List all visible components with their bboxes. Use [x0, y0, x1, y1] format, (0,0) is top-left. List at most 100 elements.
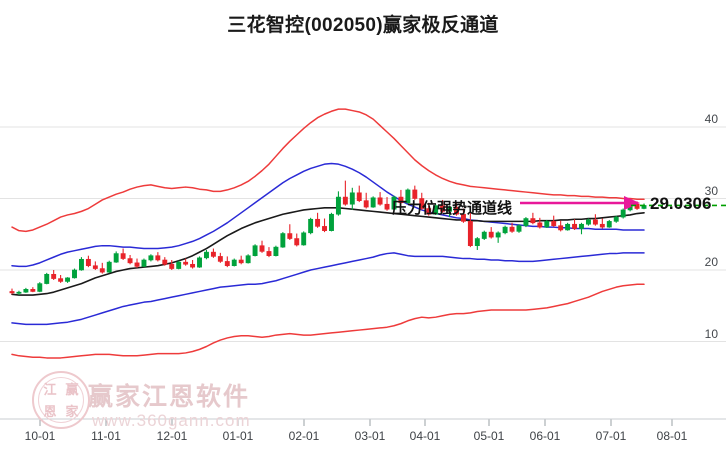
candle-body — [322, 226, 327, 231]
candle-body — [79, 258, 84, 271]
x-axis-tick-05-01: 05-01 — [473, 429, 505, 443]
candle-body — [30, 289, 36, 292]
candle-body — [572, 223, 578, 229]
band-line-4 — [11, 283, 645, 359]
candle-body — [391, 196, 397, 210]
candle-body — [190, 263, 196, 268]
candle-body — [169, 263, 175, 269]
candle-body — [85, 258, 91, 267]
band-line-1 — [11, 162, 645, 268]
candle-body — [183, 261, 189, 265]
x-axis-tick-04-01: 04-01 — [409, 429, 441, 443]
gridlines — [0, 126, 726, 342]
y-axis-tick-40: 40 — [704, 112, 718, 126]
last-price-label: 29.0306 — [650, 194, 712, 213]
y-axis-tick-20: 20 — [704, 255, 718, 269]
candle-body — [488, 231, 494, 238]
candle-body — [308, 218, 314, 234]
x-axis-tick-08-01: 08-01 — [656, 429, 688, 443]
band-line-3 — [11, 252, 645, 326]
x-axis-tick-10-01: 10-01 — [24, 429, 56, 443]
candle-body — [16, 291, 22, 294]
candle-body — [384, 203, 390, 210]
candle-body — [516, 225, 522, 232]
candle-body — [335, 196, 341, 215]
x-axis-tick-01-01: 01-01 — [222, 429, 254, 443]
x-axis-tick-06-01: 06-01 — [529, 429, 561, 443]
x-axis-tick-12-01: 12-01 — [156, 429, 188, 443]
resistance-channel-annotation: 压力位强势通道线 — [392, 200, 513, 217]
candle-body — [585, 219, 591, 225]
band-line-2 — [11, 207, 645, 296]
candlestick-series — [9, 180, 647, 296]
candle-body — [454, 206, 459, 215]
candle-body — [44, 273, 50, 284]
candle-body — [356, 192, 362, 201]
candle-body — [544, 221, 550, 228]
annotation-arrow-head — [624, 196, 640, 210]
candle-body — [162, 259, 168, 265]
candle-body — [92, 265, 98, 269]
candle-body — [23, 289, 29, 293]
candle-body — [72, 269, 77, 279]
candle-body — [579, 223, 584, 229]
y-axis-tick-30: 30 — [704, 183, 718, 198]
candle-body — [606, 221, 612, 228]
candle-body — [412, 189, 418, 199]
candle-body — [134, 262, 140, 267]
candle-body — [252, 245, 258, 257]
candle-body — [509, 226, 515, 232]
candle-body — [613, 216, 619, 222]
candle-body — [398, 196, 404, 204]
candle-body — [523, 218, 529, 226]
candle-body — [273, 246, 279, 256]
candle-body — [467, 221, 473, 246]
annotation-overlay — [520, 196, 726, 210]
x-axis-tick-03-01: 03-01 — [354, 429, 386, 443]
candle-body — [245, 255, 251, 264]
candle-body — [447, 206, 453, 212]
candle-body — [349, 192, 355, 205]
candle-body — [433, 205, 439, 215]
candle-body — [301, 232, 307, 246]
candle-body — [120, 253, 126, 259]
candle-body — [419, 198, 425, 209]
candle-body — [204, 251, 209, 259]
candle-body — [342, 196, 348, 205]
band-line-0 — [11, 108, 645, 233]
candle-body — [113, 253, 119, 263]
candle-body — [37, 283, 43, 292]
x-axis-tick-02-01: 02-01 — [288, 429, 320, 443]
candle-body — [440, 205, 446, 212]
candle-body — [363, 200, 369, 208]
candle-body — [294, 238, 300, 246]
candle-body — [148, 255, 154, 261]
candle-body — [99, 268, 105, 273]
candle-body — [481, 231, 487, 239]
candle-body — [155, 255, 161, 261]
candle-body — [197, 257, 202, 268]
candle-body — [315, 218, 321, 227]
candle-body — [259, 245, 265, 252]
candle-body — [217, 256, 223, 262]
candle-body — [426, 208, 432, 215]
candle-body — [210, 251, 216, 257]
candle-body — [460, 213, 466, 222]
candle-body — [558, 225, 564, 231]
candle-body — [287, 233, 293, 239]
candle-body — [280, 233, 286, 248]
candle-body — [537, 222, 543, 228]
y-axis-tick-10: 10 — [704, 326, 718, 341]
channel-bands — [11, 108, 645, 359]
candle-body — [231, 259, 237, 267]
candle-body — [502, 226, 508, 234]
candle-body — [9, 291, 15, 294]
candle-body — [58, 278, 64, 282]
candle-body — [377, 197, 383, 205]
candle-body — [405, 189, 411, 204]
candle-body — [592, 219, 598, 225]
candle-body — [266, 251, 272, 257]
candle-body — [599, 223, 605, 228]
candle-body — [238, 259, 244, 264]
